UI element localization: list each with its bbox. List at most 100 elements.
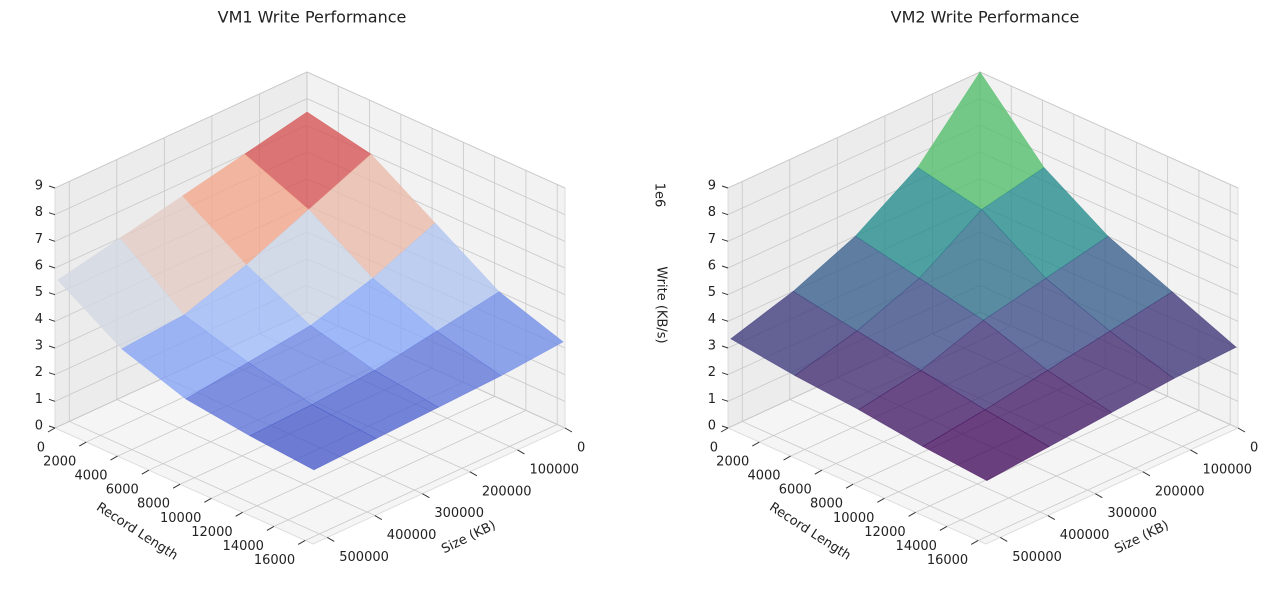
tick-mark bbox=[783, 455, 791, 461]
x-tick-label: 500000 bbox=[1012, 550, 1062, 565]
z-tick-label: 7 bbox=[708, 232, 716, 247]
y-tick-label: 2000 bbox=[716, 455, 749, 470]
x-tick-label: 0 bbox=[577, 441, 585, 456]
surface-facet bbox=[922, 409, 1050, 481]
tick-mark bbox=[1142, 471, 1151, 477]
tick-mark bbox=[908, 511, 916, 517]
tick-mark bbox=[235, 511, 243, 517]
tick-mark bbox=[48, 238, 56, 242]
x-tick-label: 300000 bbox=[434, 506, 484, 521]
z-tick-label: 6 bbox=[708, 259, 716, 274]
y-tick-label: 0 bbox=[710, 441, 718, 456]
y-tick-label: 12000 bbox=[864, 525, 905, 540]
tick-mark bbox=[48, 425, 56, 429]
tick-mark bbox=[814, 469, 823, 475]
x-tick-label: 0 bbox=[1250, 441, 1258, 456]
x-tick-label: 400000 bbox=[1060, 528, 1110, 543]
grid-line bbox=[979, 71, 1239, 189]
x-tick-label: 400000 bbox=[387, 528, 437, 543]
tick-mark bbox=[721, 398, 729, 402]
tick-mark bbox=[1190, 449, 1198, 455]
tick-mark bbox=[1047, 515, 1056, 520]
tick-mark bbox=[517, 449, 525, 455]
y-tick-label: 12000 bbox=[191, 525, 232, 540]
z-tick-label: 3 bbox=[35, 339, 43, 354]
tick-mark bbox=[970, 540, 979, 545]
grid-line bbox=[242, 396, 495, 513]
z-tick-label: 5 bbox=[35, 285, 43, 300]
x-tick-label: 200000 bbox=[1155, 484, 1205, 499]
y-tick-label: 6000 bbox=[106, 483, 139, 498]
grid-line bbox=[305, 424, 558, 541]
z-tick-label: 2 bbox=[35, 365, 43, 380]
tick-mark bbox=[422, 493, 430, 499]
grid-line bbox=[273, 410, 527, 527]
tick-mark bbox=[721, 318, 729, 322]
grid-line bbox=[979, 98, 1239, 216]
tick-mark bbox=[297, 540, 306, 545]
x-tick-label: 500000 bbox=[339, 550, 389, 565]
tick-mark bbox=[752, 441, 760, 447]
tick-mark bbox=[721, 425, 729, 429]
tick-mark bbox=[48, 265, 56, 269]
y-tick-label: 10000 bbox=[833, 511, 874, 526]
y-tick-label: 10000 bbox=[160, 511, 201, 526]
y-tick-label: 8000 bbox=[137, 497, 170, 512]
tick-mark bbox=[48, 318, 56, 322]
grid-line bbox=[727, 71, 981, 189]
grid-line bbox=[978, 424, 1231, 541]
grid-line bbox=[742, 421, 1001, 538]
z-tick-label: 5 bbox=[708, 285, 716, 300]
tick-mark bbox=[204, 497, 212, 503]
chart-title: VM1 Write Performance bbox=[218, 8, 407, 27]
tick-mark bbox=[721, 238, 729, 242]
tick-mark bbox=[720, 427, 729, 433]
z-tick-label: 0 bbox=[35, 419, 43, 434]
tick-mark bbox=[47, 427, 56, 433]
tick-mark bbox=[1095, 493, 1103, 499]
tick-mark bbox=[48, 185, 56, 189]
x-tick-label: 100000 bbox=[1202, 462, 1252, 477]
tick-mark bbox=[266, 525, 275, 531]
z-tick-label: 3 bbox=[708, 339, 716, 354]
grid-line bbox=[69, 421, 328, 538]
tick-mark bbox=[721, 185, 729, 189]
z-tick-label: 2 bbox=[708, 365, 716, 380]
z-tick-label: 4 bbox=[708, 312, 716, 327]
tick-mark bbox=[939, 525, 948, 531]
tick-mark bbox=[721, 292, 729, 296]
z-tick-label: 9 bbox=[35, 179, 43, 194]
x-tick-label: 100000 bbox=[529, 462, 579, 477]
tick-mark bbox=[721, 345, 729, 349]
grid-line bbox=[306, 98, 566, 216]
tick-mark bbox=[564, 427, 573, 433]
tick-mark bbox=[1237, 427, 1246, 433]
y-tick-label: 14000 bbox=[223, 539, 264, 554]
grid-line bbox=[54, 71, 308, 189]
z-tick-label: 1 bbox=[708, 392, 716, 407]
surface-facet bbox=[249, 404, 377, 471]
grid-line bbox=[915, 396, 1168, 513]
y-tick-label: 16000 bbox=[927, 553, 968, 568]
tick-mark bbox=[79, 441, 87, 447]
tick-mark bbox=[721, 212, 729, 216]
y-tick-label: 6000 bbox=[779, 483, 812, 498]
y-tick-label: 8000 bbox=[810, 497, 843, 512]
z-tick-label: 9 bbox=[708, 179, 716, 194]
grid-line bbox=[727, 98, 981, 216]
y-tick-label: 4000 bbox=[747, 469, 780, 484]
z-tick-label: 6 bbox=[35, 259, 43, 274]
y-tick-label: 4000 bbox=[74, 469, 107, 484]
z-axis-label: Write (KB/s) bbox=[654, 266, 669, 343]
tick-mark bbox=[327, 536, 335, 542]
tick-mark bbox=[469, 471, 478, 477]
tick-mark bbox=[48, 345, 56, 349]
tick-mark bbox=[374, 515, 383, 520]
x-tick-label: 200000 bbox=[482, 484, 532, 499]
grid-line bbox=[306, 71, 566, 189]
grid-line bbox=[54, 98, 308, 216]
z-tick-label: 7 bbox=[35, 232, 43, 247]
tick-mark bbox=[48, 372, 56, 376]
x-tick-label: 300000 bbox=[1107, 506, 1157, 521]
